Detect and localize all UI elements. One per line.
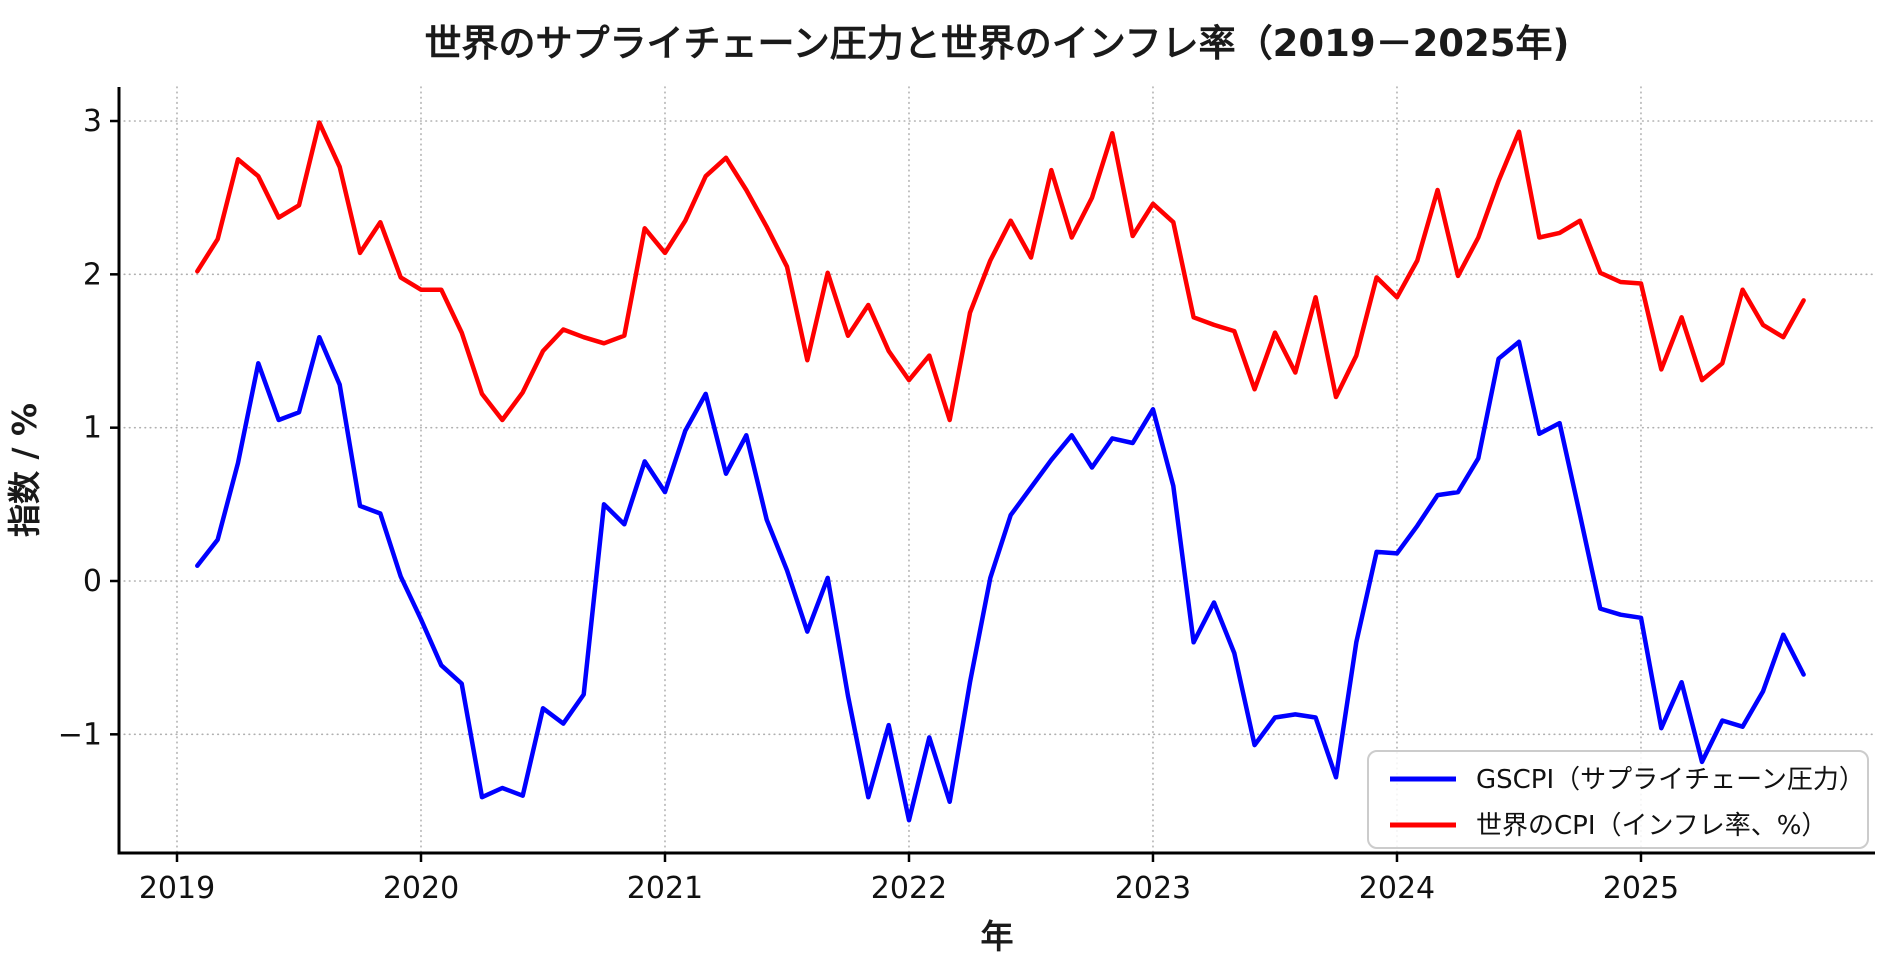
y-axis-label: 指数 / % (5, 403, 44, 537)
gridlines (118, 86, 1876, 854)
x-axis-label: 年 (981, 917, 1014, 956)
world-cpi-line (195, 120, 1806, 423)
tick-labels: 3 2 1 0 −1 2019 2020 2021 2022 2023 2024 2025 (58, 104, 1679, 906)
data-series (195, 120, 1806, 823)
x-tick-label: 2021 (627, 871, 703, 906)
y-tick-label: 2 (83, 257, 102, 292)
y-tick-label: 0 (83, 564, 102, 599)
x-tick-label: 2022 (871, 871, 947, 906)
y-tick-label: −1 (58, 717, 102, 752)
legend-box (1367, 750, 1869, 849)
x-tick-label: 2024 (1359, 871, 1435, 906)
legend-label: 世界のCPI（インフレ率、%） (1476, 811, 1827, 841)
legend-label: GSCPI（サプライチェーン圧力） (1476, 765, 1865, 795)
gscpi-line (195, 334, 1806, 823)
x-tick-label: 2025 (1603, 871, 1679, 906)
x-tick-label: 2020 (383, 871, 459, 906)
x-tick-label: 2019 (139, 871, 215, 906)
x-tick-label: 2023 (1115, 871, 1191, 906)
y-tick-label: 3 (83, 104, 102, 139)
axes (110, 87, 1875, 862)
y-tick-label: 1 (83, 411, 102, 446)
legend: GSCPI（サプライチェーン圧力） 世界のCPI（インフレ率、%） (1367, 750, 1869, 849)
chart-title: 世界のサプライチェーン圧力と世界のインフレ率（2019－2025年) (425, 22, 1570, 65)
